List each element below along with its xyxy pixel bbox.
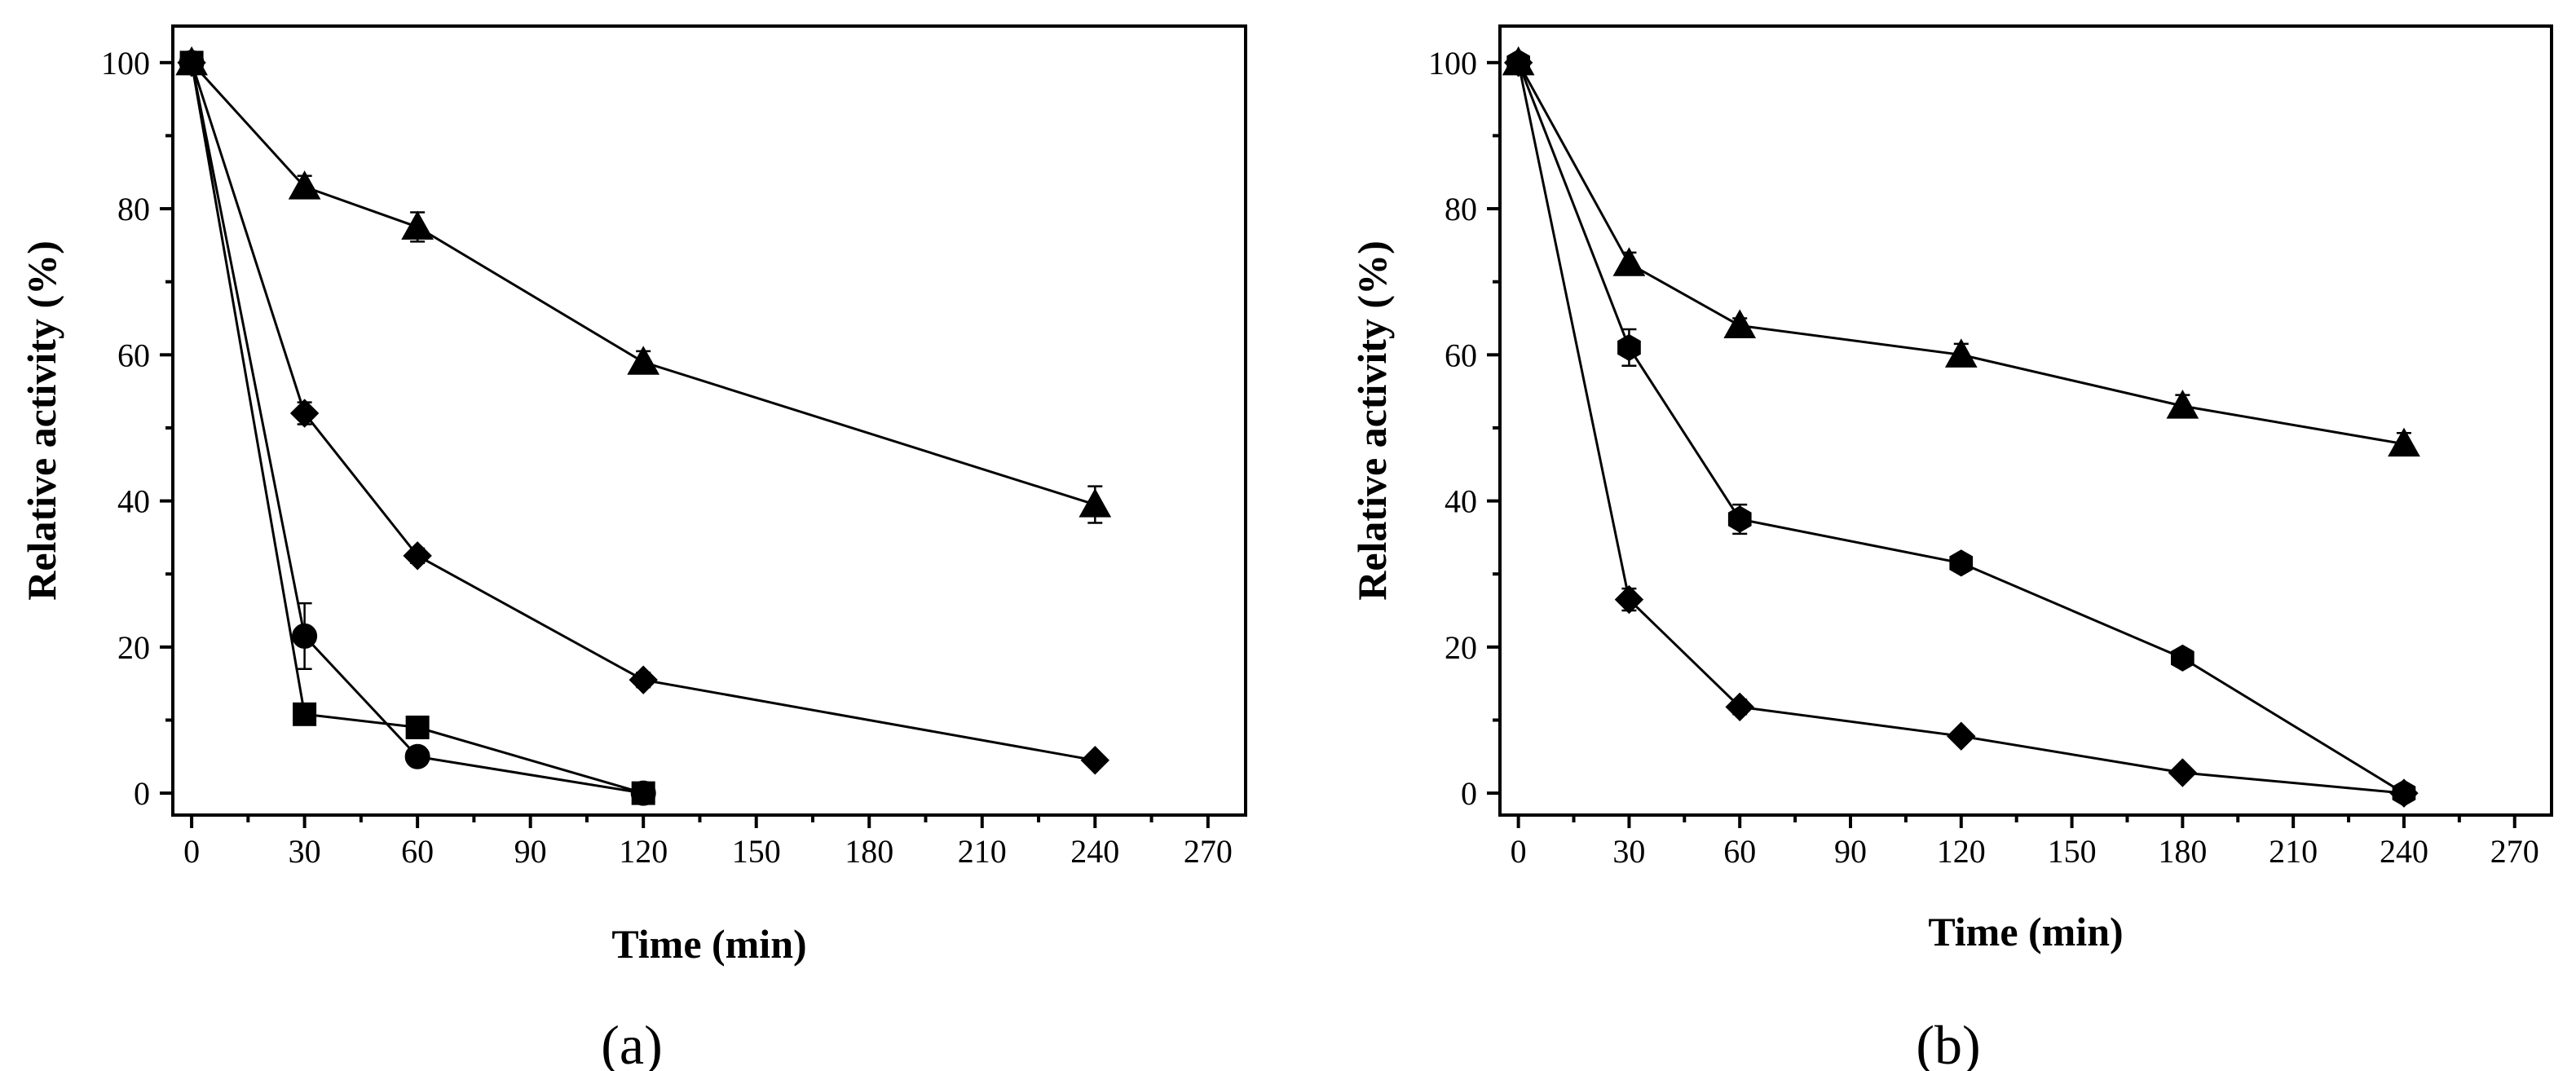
chart-0-series-square-point	[293, 702, 317, 726]
chart-0-x-axis-label: Time (min)	[611, 921, 806, 967]
chart-0-series-diamond-point	[403, 541, 432, 571]
chart-1-x-tick-label: 180	[2158, 833, 2207, 870]
chart-1-series-hexagon-point	[1617, 333, 1641, 361]
chart-0-series-square-line	[190, 62, 644, 795]
chart-1-series-diamond-point	[1725, 692, 1754, 722]
chart-1-series-diamond-line	[1517, 62, 2405, 795]
chart-1-x-tick-label: 240	[2380, 833, 2428, 870]
chart-1-x-tick-label: 270	[2490, 833, 2539, 870]
chart-1-panel-label: (b)	[1916, 1014, 1980, 1071]
chart-0-x-tick-label: 240	[1070, 833, 1119, 870]
chart-0-y-tick-label: 80	[117, 191, 150, 227]
chart-1-series-hexagon-point	[1727, 505, 1752, 533]
chart-0-series-diamond-line	[190, 62, 1096, 762]
chart-1-x-tick-label: 90	[1834, 833, 1867, 870]
chart-0-y-tick-label: 60	[117, 337, 150, 373]
chart-1-y-tick-label: 60	[1445, 337, 1477, 373]
chart-0-series-diamond-point	[629, 665, 658, 694]
chart-0-series-diamond	[177, 48, 1110, 775]
chart-0-x-tick-label: 30	[289, 833, 321, 870]
chart-0-y-tick-label: 20	[117, 629, 150, 666]
chart-1-series-hexagon-point	[2171, 644, 2194, 672]
chart-1-series-diamond-point	[1503, 48, 1533, 77]
chart-1-series-diamond-point	[2168, 758, 2198, 787]
chart-0-x-tick-label: 180	[845, 833, 893, 870]
chart-1-series-triangle	[1502, 46, 2420, 457]
chart-1-series-triangle-point	[1944, 338, 1978, 368]
chart-1-y-tick-label: 0	[1461, 775, 1477, 812]
chart-0-y-tick-label: 40	[117, 483, 150, 520]
chart-0-series-circle-point	[292, 623, 318, 649]
chart-0-x-tick-label: 150	[732, 833, 781, 870]
chart-1-x-tick-label: 60	[1723, 833, 1756, 870]
chart-0-panel-label: (a)	[601, 1014, 662, 1071]
chart-0-series-square-point	[179, 51, 204, 75]
chart-0-x-tick-label: 210	[958, 833, 1007, 870]
chart-0-plot-frame	[171, 24, 1247, 817]
chart-1-x-tick-label: 120	[1937, 833, 1986, 870]
chart-0-x-tick-label: 60	[401, 833, 434, 870]
chart-1-series-hexagon	[1506, 49, 2416, 807]
chart-1-x-axis-label: Time (min)	[1928, 909, 2123, 954]
panel-b: 0 30 60 90 120 150 180 210 240 270 0 20 40 60 80 100 Tim…	[1349, 24, 2553, 1071]
chart-1-y-tick-label: 20	[1445, 629, 1477, 666]
chart-1-x-tick-label: 30	[1612, 833, 1645, 870]
panel-a: 0 30 60 90 120 150 180 210 240 270 0 20 40 60 80 100 Tim…	[19, 24, 1247, 1071]
chart-0-series-triangle-line	[190, 61, 1096, 506]
chart-1-series-hexagon-line	[1517, 62, 2405, 795]
chart-0-series-square	[179, 51, 655, 805]
chart-0-series-square-point	[631, 781, 655, 805]
chart-0-y-axis-label: Relative activity (%)	[19, 240, 64, 601]
chart-0-x-tick-label: 270	[1184, 833, 1233, 870]
chart-1-y-tick-label: 40	[1445, 483, 1477, 520]
chart-0-series-triangle	[175, 46, 1112, 524]
chart-0-x-tick-label: 0	[183, 833, 200, 870]
chart-0-series-circle-point	[404, 743, 430, 769]
chart-0-series-diamond-point	[1080, 746, 1110, 775]
chart-0-series-triangle-point	[401, 210, 434, 240]
chart-1-x-tick-label: 150	[2048, 833, 2097, 870]
chart-1-plot-frame	[1498, 24, 2553, 817]
chart-1-series-diamond-point	[2389, 778, 2419, 808]
chart-1-y-tick-label: 80	[1445, 191, 1477, 227]
chart-1-series-diamond-point	[1614, 584, 1644, 615]
chart-0-series-circle	[179, 50, 656, 806]
chart-0-x-tick-label: 120	[619, 833, 668, 870]
chart-1-series-diamond-point	[1947, 721, 1976, 751]
chart-1-y-axis-label: Relative activity (%)	[1349, 240, 1395, 601]
chart-0-series-triangle-point	[288, 170, 321, 200]
chart-1-series-triangle-point	[2388, 427, 2420, 457]
chart-1-y-tick-label: 100	[1428, 45, 1477, 82]
chart-0-series-circle-line	[190, 62, 644, 795]
chart-1-series-diamond	[1503, 48, 2419, 808]
chart-0-y-tick-label: 0	[134, 775, 150, 812]
chart-1-series-triangle-line	[1517, 62, 2405, 446]
chart-1-series-hexagon-point	[1949, 549, 1974, 577]
chart-0-series-triangle-point	[1078, 488, 1112, 518]
chart-0-series-triangle-point	[627, 346, 660, 375]
chart-0-x-tick-label: 90	[514, 833, 547, 870]
chart-1-series-triangle-point	[1612, 247, 1646, 276]
chart-1-x-tick-label: 0	[1511, 833, 1527, 870]
chart-1-series-triangle-point	[1723, 309, 1757, 338]
chart-1-x-tick-label: 210	[2269, 833, 2318, 870]
chart-0-series-diamond-point	[289, 399, 320, 428]
chart-1-series-triangle-point	[2166, 390, 2199, 419]
chart-0-y-tick-label: 100	[101, 45, 150, 82]
chart-0-series-square-point	[405, 715, 430, 739]
